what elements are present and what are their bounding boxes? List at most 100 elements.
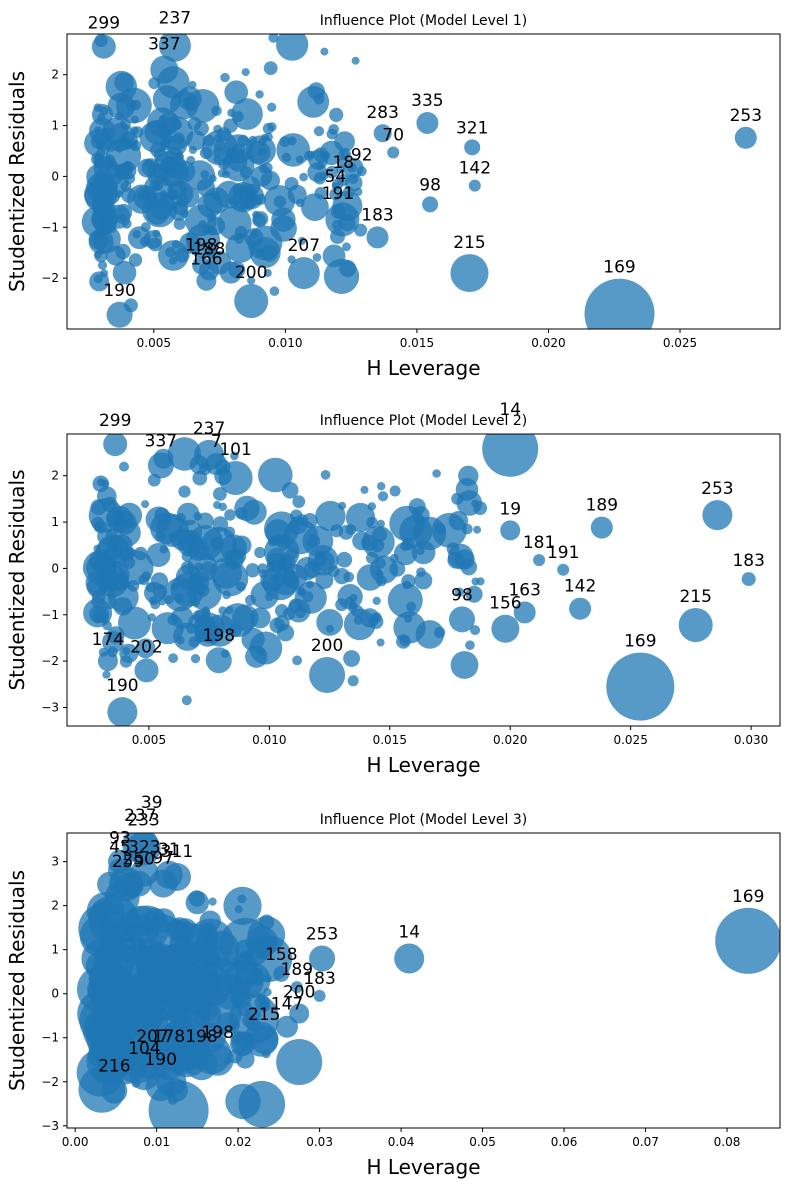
- observation-point: [141, 571, 152, 582]
- influential-point: [150, 55, 179, 84]
- observation-point: [351, 56, 360, 65]
- point-label: 190: [103, 281, 135, 301]
- observation-point: [268, 34, 279, 43]
- point-label: 237: [124, 806, 156, 826]
- observation-point: [275, 604, 289, 618]
- observation-point: [214, 134, 223, 143]
- observation-point: [471, 499, 480, 508]
- influential-point: [106, 301, 133, 328]
- point-label: 299: [88, 14, 120, 34]
- observation-point: [102, 496, 118, 513]
- observation-point: [233, 953, 258, 978]
- point-label: 189: [281, 960, 313, 980]
- observation-point: [234, 495, 260, 522]
- influential-point: [158, 34, 191, 62]
- point-label: 207: [136, 1027, 168, 1047]
- observation-point: [297, 587, 306, 596]
- observation-point: [221, 603, 255, 638]
- influential-point: [107, 697, 138, 726]
- observation-point: [86, 892, 125, 931]
- x-tick-label: 0.03: [306, 1135, 333, 1149]
- observation-point: [347, 675, 359, 687]
- point-label: 189: [586, 496, 618, 516]
- observation-point: [393, 541, 418, 566]
- point-label: 190: [144, 1050, 176, 1070]
- observation-point: [367, 502, 376, 511]
- point-label: 200: [311, 636, 343, 656]
- observation-point: [173, 622, 202, 651]
- observation-point: [130, 126, 139, 135]
- observation-point: [137, 158, 157, 178]
- observation-point: [336, 551, 353, 568]
- observation-point: [370, 538, 385, 553]
- point-label: 253: [730, 106, 762, 126]
- point-label: 321: [456, 118, 488, 138]
- point-label: 215: [453, 233, 485, 253]
- observation-point: [137, 946, 168, 978]
- point-label: 14: [398, 923, 420, 943]
- observation-point: [411, 540, 436, 565]
- observation-point: [239, 166, 253, 179]
- observation-point: [252, 210, 261, 219]
- x-tick-label: 0.030: [734, 733, 768, 747]
- observation-point: [239, 199, 249, 210]
- observation-point: [145, 582, 156, 593]
- observation-point: [188, 80, 197, 89]
- y-tick-label: 1: [51, 119, 59, 133]
- observation-point: [448, 511, 469, 531]
- observation-point: [142, 192, 177, 228]
- point-label: 14: [499, 400, 521, 420]
- observation-point: [349, 594, 358, 602]
- observation-point: [389, 505, 425, 542]
- observation-point: [165, 146, 183, 164]
- point-label: 169: [624, 632, 656, 652]
- point-label: 98: [419, 175, 441, 195]
- observation-point: [169, 90, 199, 120]
- point-label: 337: [145, 432, 177, 452]
- observation-point: [375, 569, 384, 578]
- observation-point: [319, 171, 329, 181]
- observation-point: [316, 609, 344, 636]
- observation-point: [180, 209, 189, 218]
- influential-point: [482, 434, 539, 477]
- observation-point: [185, 223, 221, 258]
- influential-point: [741, 572, 756, 587]
- observation-point: [313, 126, 325, 137]
- y-tick-label: 2: [51, 68, 59, 82]
- y-tick-label: 3: [51, 855, 59, 869]
- observation-point: [271, 207, 296, 232]
- observation-point: [314, 187, 327, 200]
- point-label: 183: [303, 969, 335, 989]
- observation-point: [212, 944, 222, 954]
- x-tick-label: 0.010: [268, 336, 302, 350]
- observation-point: [174, 593, 184, 603]
- influential-point: [500, 520, 521, 541]
- observation-point: [114, 190, 123, 198]
- observation-point: [371, 527, 388, 543]
- influential-point: [450, 254, 489, 293]
- point-label: 156: [489, 594, 521, 614]
- influential-point: [205, 647, 232, 674]
- point-label: 19: [499, 499, 521, 519]
- y-tick-label: −3: [41, 1119, 59, 1133]
- point-label: 259: [112, 852, 144, 872]
- observation-point: [276, 34, 309, 61]
- influential-point: [149, 869, 178, 898]
- y-tick-label: 1: [51, 515, 59, 529]
- observation-point: [208, 897, 217, 906]
- influential-point: [422, 196, 439, 213]
- x-tick-label: 0.08: [714, 1135, 741, 1149]
- observation-point: [121, 188, 137, 203]
- x-tick-label: 0.01: [143, 1135, 170, 1149]
- point-label: 183: [361, 205, 393, 225]
- point-label: 178: [153, 1027, 185, 1047]
- observation-point: [157, 954, 201, 998]
- observation-point: [213, 501, 222, 509]
- point-label: 215: [248, 1005, 280, 1025]
- observation-point: [263, 61, 278, 75]
- observation-point: [232, 183, 244, 195]
- observation-point: [106, 589, 116, 598]
- observation-point: [167, 437, 202, 471]
- observation-point: [315, 550, 324, 559]
